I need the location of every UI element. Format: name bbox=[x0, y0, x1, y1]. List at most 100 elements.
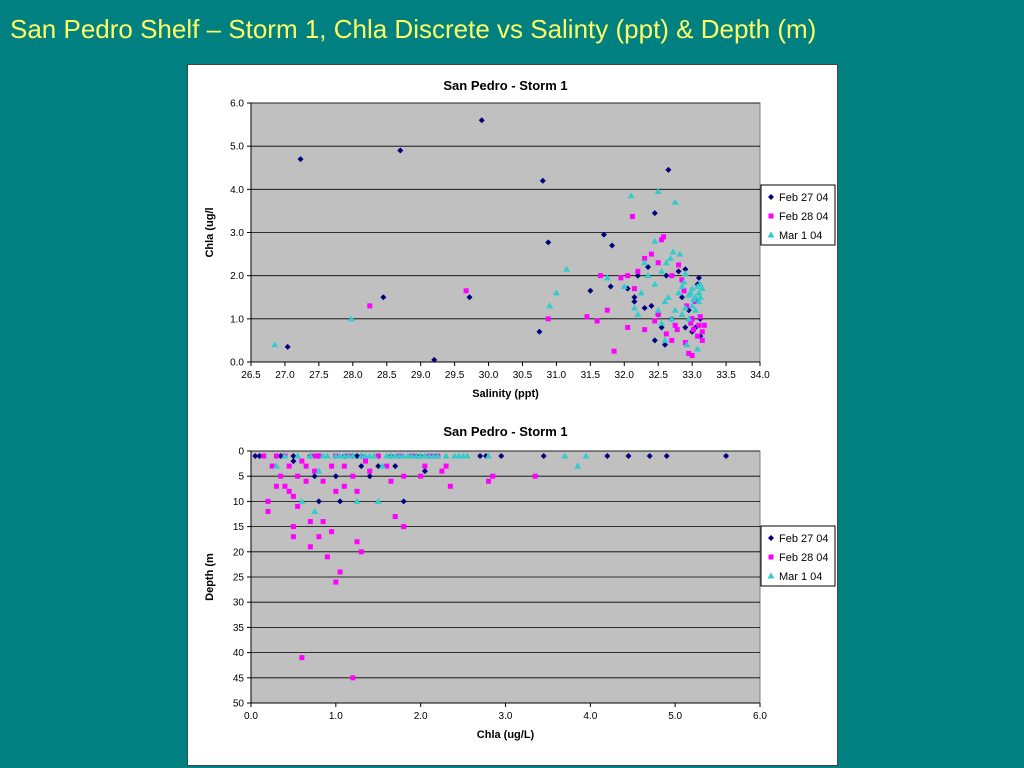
bottom-point-s2 bbox=[299, 655, 305, 661]
bottom-legend-label: Feb 28 04 bbox=[779, 552, 829, 564]
bottom-ytick-label: 30 bbox=[233, 598, 245, 609]
top-point-s3 bbox=[692, 293, 700, 300]
top-point-s2 bbox=[611, 348, 617, 354]
bottom-point-s2 bbox=[341, 483, 347, 489]
top-point-s2 bbox=[598, 273, 604, 279]
top-point-s3 bbox=[661, 298, 669, 305]
top-xtick-label: 27.0 bbox=[275, 370, 295, 381]
top-point-s3 bbox=[681, 270, 689, 277]
bottom-point-s3 bbox=[378, 462, 386, 469]
top-xtick-label: 31.0 bbox=[547, 370, 567, 381]
top-point-s3 bbox=[676, 250, 684, 257]
top-point-s1 bbox=[678, 294, 685, 301]
bottom-ytick-label: 20 bbox=[233, 547, 245, 558]
top-point-s2 bbox=[659, 237, 665, 243]
top-point-s1 bbox=[651, 210, 658, 217]
bottom-point-s2 bbox=[388, 478, 394, 484]
bottom-point-s2 bbox=[295, 503, 301, 509]
bottom-point-s2 bbox=[312, 468, 318, 474]
bottom-point-s1 bbox=[290, 458, 297, 465]
top-point-s2 bbox=[367, 303, 373, 309]
top-point-s1 bbox=[645, 264, 652, 271]
bottom-point-s2 bbox=[532, 473, 538, 479]
top-point-s2 bbox=[584, 314, 590, 320]
top-legend-marker bbox=[768, 213, 774, 219]
top-point-s2 bbox=[676, 262, 682, 268]
top-point-s2 bbox=[701, 322, 707, 328]
top-point-s3 bbox=[681, 304, 689, 311]
top-point-s3 bbox=[630, 304, 638, 311]
top-point-s1 bbox=[631, 298, 638, 305]
bottom-point-s2 bbox=[367, 468, 373, 474]
bottom-point-s2 bbox=[350, 473, 356, 479]
bottom-point-s1 bbox=[421, 468, 428, 475]
bottom-point-s2 bbox=[337, 569, 343, 575]
top-point-s3 bbox=[671, 306, 679, 313]
bottom-point-s2 bbox=[486, 478, 492, 484]
bottom-point-s2 bbox=[307, 519, 313, 525]
top-point-s1 bbox=[284, 343, 291, 350]
bottom-point-s2 bbox=[290, 493, 296, 499]
top-point-s2 bbox=[594, 318, 600, 324]
top-point-s3 bbox=[627, 192, 635, 199]
top-point-s1 bbox=[631, 294, 638, 301]
top-point-s3 bbox=[692, 306, 700, 313]
bottom-point-s1 bbox=[311, 473, 318, 480]
bottom-xlabel: Chla (ug/L) bbox=[477, 729, 535, 741]
top-point-s1 bbox=[641, 305, 648, 312]
bottom-point-s2 bbox=[354, 539, 360, 545]
top-point-s2 bbox=[629, 214, 635, 220]
top-point-s3 bbox=[552, 289, 560, 296]
top-point-s2 bbox=[681, 288, 687, 294]
top-point-s2 bbox=[689, 353, 695, 359]
bottom-point-s2 bbox=[278, 473, 284, 479]
bottom-point-s2 bbox=[299, 458, 305, 464]
slide-title: San Pedro Shelf – Storm 1, Chla Discrete… bbox=[10, 14, 817, 44]
top-point-s2 bbox=[648, 251, 654, 257]
bottom-point-s3 bbox=[574, 462, 582, 469]
bottom-point-s2 bbox=[316, 534, 322, 540]
top-point-s2 bbox=[690, 327, 696, 333]
top-point-s1 bbox=[648, 302, 655, 309]
bottom-point-s2 bbox=[401, 473, 407, 479]
top-point-s3 bbox=[654, 306, 662, 313]
charts-frame: San Pedro - Storm 1 0.0 1.0 2.0 3.0 4.0 5.0 6.0… bbox=[187, 64, 838, 766]
top-point-s2 bbox=[682, 340, 688, 346]
top-point-s3 bbox=[675, 289, 683, 296]
bottom-point-s2 bbox=[333, 488, 339, 494]
bottom-point-s2 bbox=[375, 453, 381, 459]
bottom-point-s2 bbox=[273, 453, 279, 459]
bottom-title: San Pedro - Storm 1 bbox=[443, 424, 567, 439]
top-point-s3 bbox=[678, 282, 686, 289]
top-xtick-label: 29.0 bbox=[411, 370, 431, 381]
bottom-point-s2 bbox=[358, 549, 364, 555]
bottom-point-s1 bbox=[358, 463, 365, 470]
top-point-s3 bbox=[634, 311, 642, 318]
top-point-s1 bbox=[466, 294, 473, 301]
bottom-point-s2 bbox=[290, 534, 296, 540]
bottom-point-s2 bbox=[350, 675, 356, 681]
top-point-s1 bbox=[587, 287, 594, 294]
bottom-xtick-label: 4.0 bbox=[583, 711, 597, 722]
bottom-xtick-label: 1.0 bbox=[329, 711, 343, 722]
bottom-point-s1 bbox=[477, 453, 484, 460]
bottom-point-s1 bbox=[337, 498, 344, 505]
bottom-point-s1 bbox=[604, 453, 611, 460]
top-ytick-label: 6.0 bbox=[230, 99, 244, 110]
bottom-point-s2 bbox=[261, 453, 267, 459]
top-point-s3 bbox=[271, 341, 279, 348]
bottom-ytick-label: 10 bbox=[233, 497, 245, 508]
top-point-s1 bbox=[651, 337, 658, 344]
top-point-s2 bbox=[699, 337, 705, 343]
bottom-legend-marker bbox=[768, 535, 774, 541]
top-point-s3 bbox=[644, 272, 652, 279]
top-point-s2 bbox=[674, 327, 680, 333]
top-legend-label: Mar 1 04 bbox=[779, 230, 822, 242]
top-point-s2 bbox=[689, 316, 695, 322]
bottom-point-s2 bbox=[490, 473, 496, 479]
top-point-s2 bbox=[669, 337, 675, 343]
bottom-point-s2 bbox=[329, 463, 335, 469]
top-xtick-label: 27.5 bbox=[309, 370, 329, 381]
bottom-point-s1 bbox=[252, 453, 259, 460]
top-point-s2 bbox=[625, 324, 631, 330]
